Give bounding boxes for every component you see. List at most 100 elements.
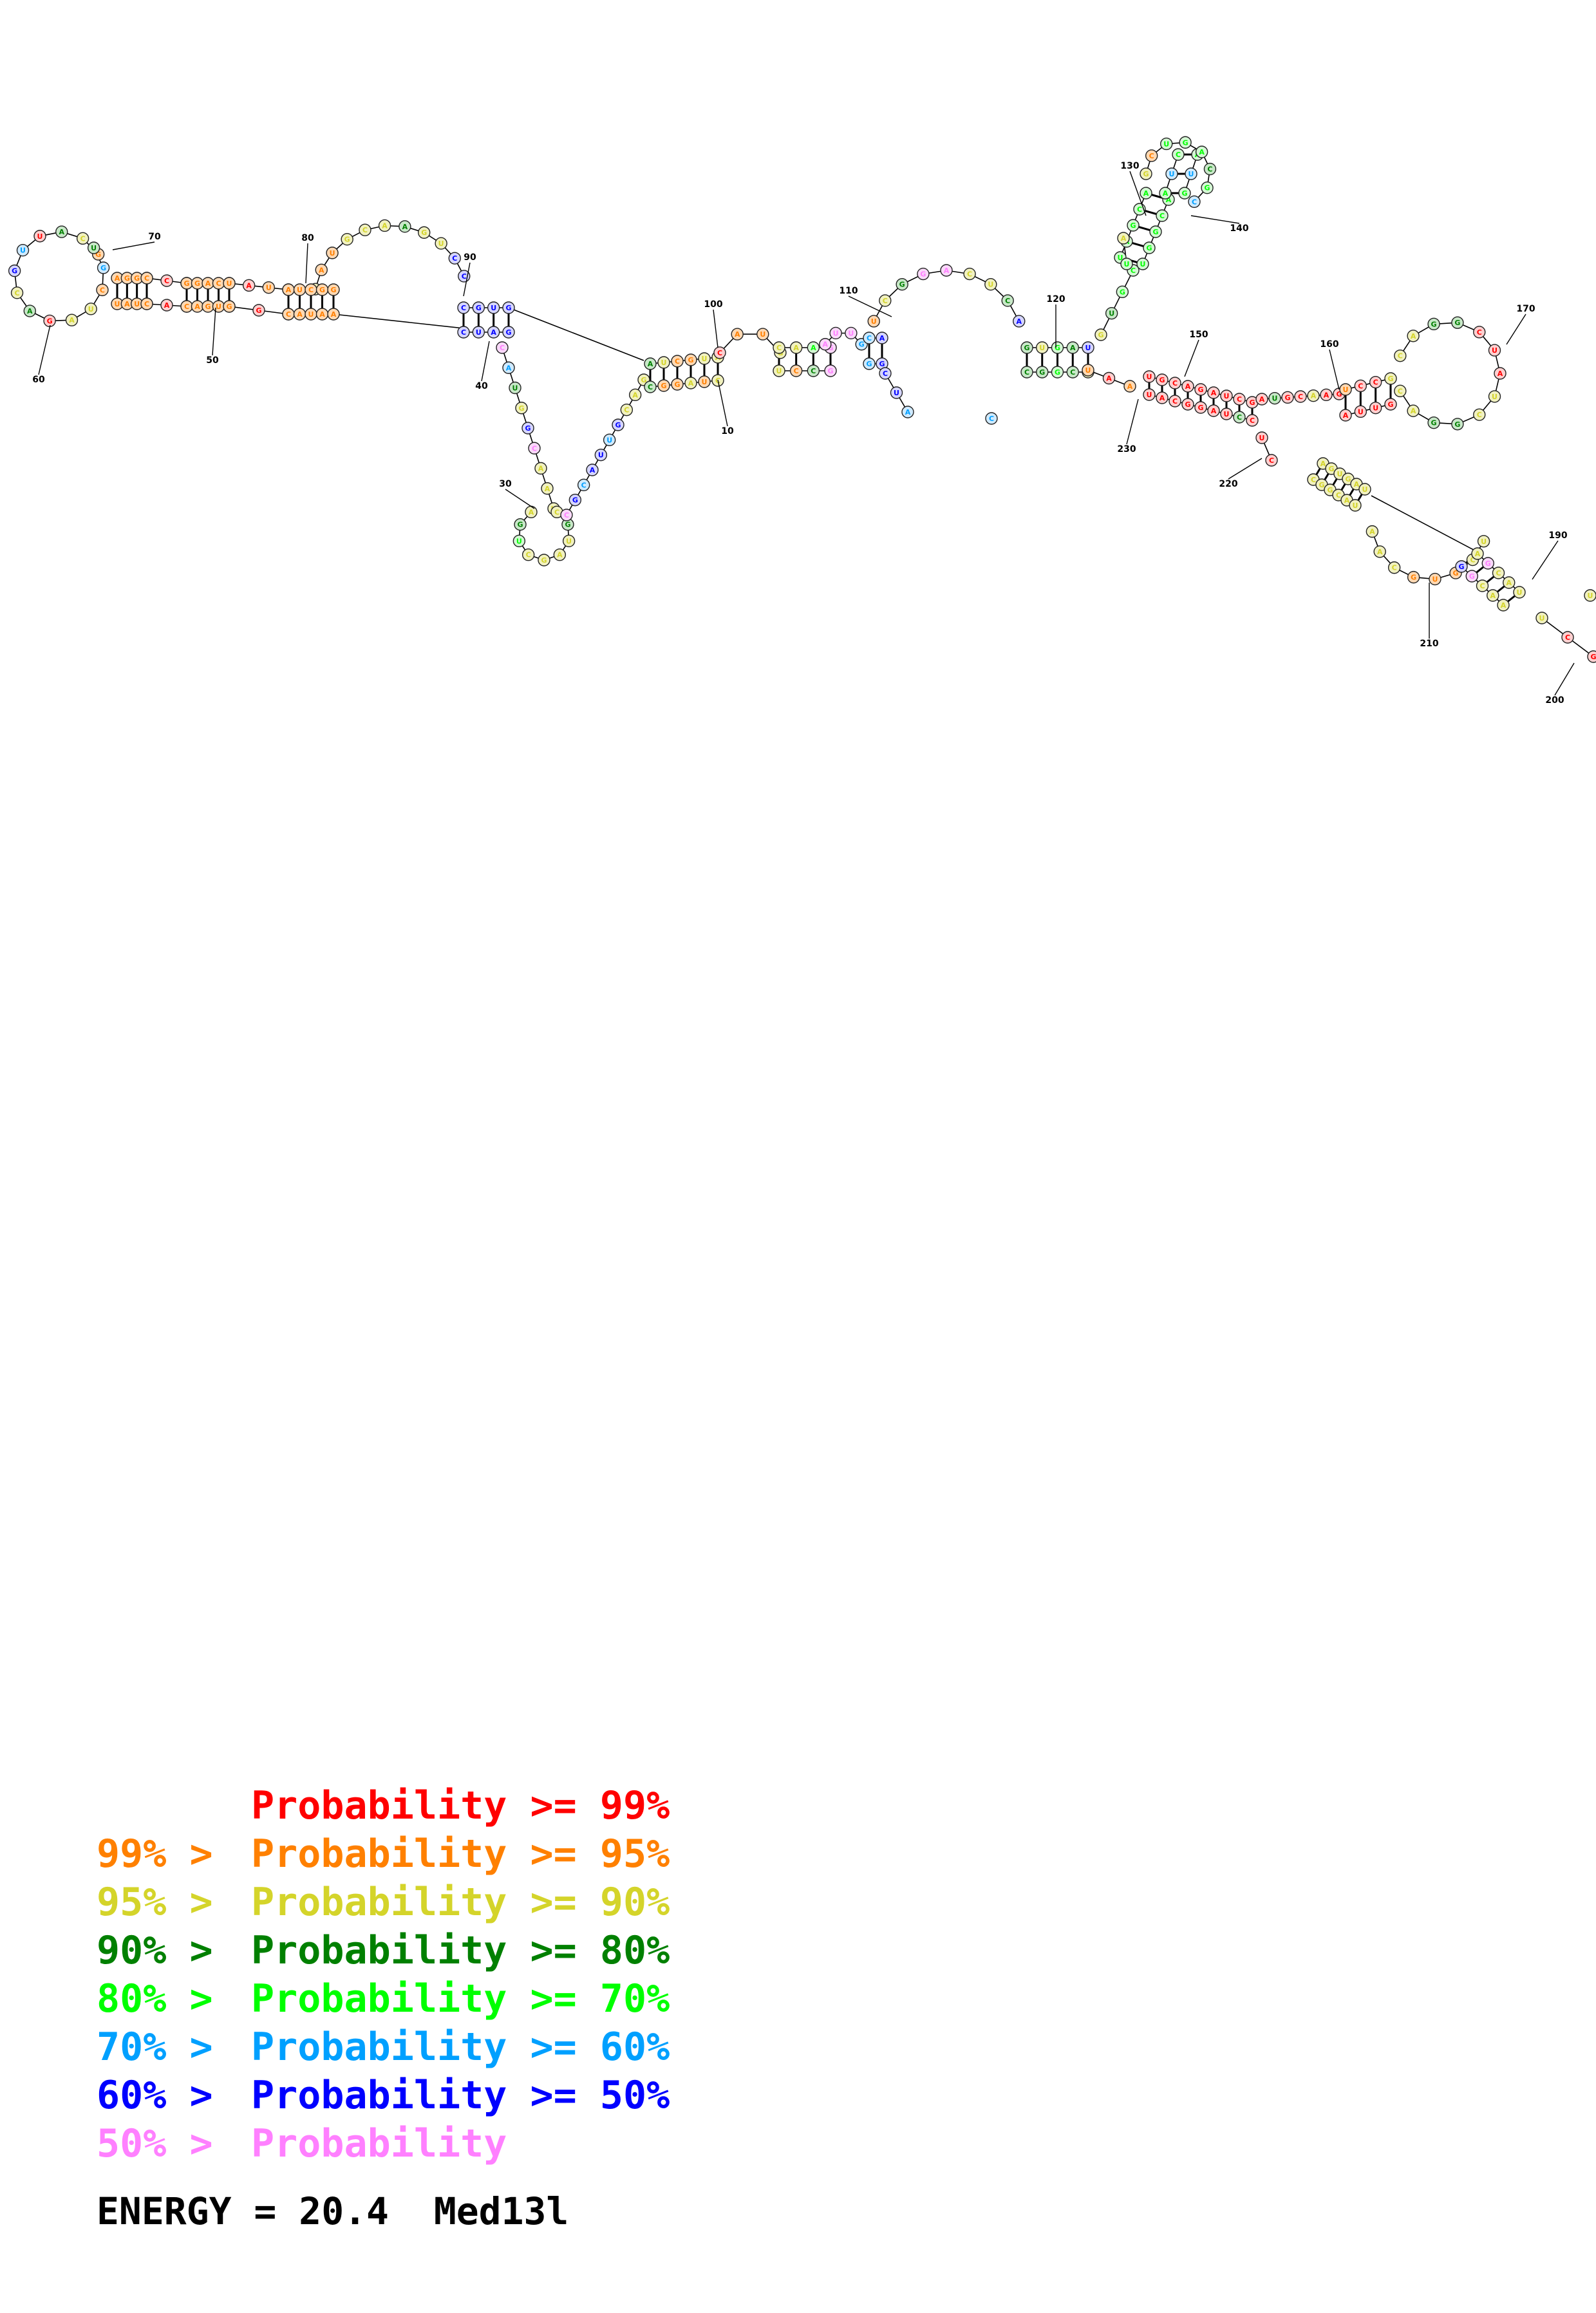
nucleotide-letter: G xyxy=(1130,221,1136,230)
nucleotide-letter: U xyxy=(491,304,496,312)
backbone-segment xyxy=(1345,404,1391,416)
nucleotide-letter: A xyxy=(124,300,130,308)
nucleotide-letter: U xyxy=(330,249,335,258)
nucleotide-letter: A xyxy=(1143,189,1149,198)
nucleotide-letter: C xyxy=(1024,368,1029,377)
nucleotide xyxy=(1369,375,1382,389)
nucleotide xyxy=(76,232,89,245)
nucleotide xyxy=(1136,258,1149,270)
nucleotide-letter: U xyxy=(216,303,221,311)
nucleotide-letter: U xyxy=(760,330,765,339)
position-label: 60 xyxy=(32,375,45,385)
nucleotide xyxy=(1373,545,1386,558)
nucleotide-letter: A xyxy=(1344,496,1350,505)
nucleotide xyxy=(538,554,550,567)
nucleotide xyxy=(731,328,744,341)
nucleotide-letter: G xyxy=(1024,344,1029,352)
position-tick xyxy=(713,309,718,348)
nucleotide-letter: A xyxy=(879,334,885,342)
nucleotide-letter: C xyxy=(1172,397,1178,406)
legend-row: 80% > Probability >= 70% xyxy=(97,1975,740,2023)
nucleotide xyxy=(940,264,953,277)
nucleotide-letter: G xyxy=(572,496,578,505)
position-tick xyxy=(1506,314,1526,345)
nucleotide xyxy=(1220,407,1233,420)
nucleotide-letter: G xyxy=(319,286,325,294)
legend-row-left: 70% > xyxy=(97,2025,213,2070)
nucleotide xyxy=(1535,612,1548,624)
backbone-segment xyxy=(315,225,465,290)
nucleotide-letter: U xyxy=(598,451,604,460)
nucleotide xyxy=(586,464,599,476)
position-tick xyxy=(112,241,155,250)
nucleotide-letter: G xyxy=(421,229,427,237)
nucleotide xyxy=(896,278,908,291)
nucleotide xyxy=(502,301,515,314)
nucleotide xyxy=(487,326,500,339)
nucleotide xyxy=(1051,341,1064,354)
nucleotide xyxy=(1476,579,1489,592)
nucleotide xyxy=(1561,631,1574,644)
nucleotide-letter: U xyxy=(702,355,708,363)
nucleotide-letter: U xyxy=(1481,538,1487,546)
nucleotide xyxy=(33,230,46,243)
nucleotide-letter: G xyxy=(1319,481,1324,489)
legend-row-right: Probability >= 50% xyxy=(251,2073,670,2118)
nucleotide-letter: G xyxy=(1411,574,1416,582)
nucleotide xyxy=(1020,366,1033,379)
nucleotide-letter: G xyxy=(866,360,872,368)
nucleotide-letter: A xyxy=(1497,370,1503,378)
nucleotide-letter: A xyxy=(1127,382,1133,391)
backbone-segment xyxy=(719,333,781,353)
nucleotide xyxy=(1451,316,1464,329)
position-tick xyxy=(505,489,535,509)
nucleotide-letter: G xyxy=(134,274,140,283)
nucleotide xyxy=(713,346,726,359)
nucleotide xyxy=(23,304,36,317)
nucleotide-letter: G xyxy=(859,341,865,349)
nucleotide xyxy=(448,252,461,265)
nucleotide-letter: A xyxy=(1121,234,1127,243)
nucleotide-letter: A xyxy=(529,508,534,516)
position-tick xyxy=(463,262,471,297)
nucleotide-letter: G xyxy=(124,274,130,283)
nucleotide xyxy=(140,297,153,310)
nucleotide-letter: A xyxy=(590,466,596,474)
nucleotide xyxy=(829,326,842,340)
nucleotide xyxy=(773,364,785,377)
nucleotide-letter: U xyxy=(1362,485,1368,494)
nucleotide-letter: U xyxy=(1224,392,1230,400)
legend-row-left: 99% > xyxy=(97,1831,213,1877)
nucleotide-letter: C xyxy=(867,334,872,342)
nucleotide-letter: U xyxy=(1517,588,1523,597)
nucleotide xyxy=(1233,393,1246,406)
nucleotide xyxy=(1181,398,1194,411)
position-label: 210 xyxy=(1420,639,1438,649)
nucleotide-letter: U xyxy=(1432,576,1438,584)
nucleotide-letter: C xyxy=(675,357,680,366)
nucleotide xyxy=(807,364,820,377)
position-tick xyxy=(305,243,308,284)
nucleotide-letter: U xyxy=(1188,170,1194,178)
nucleotide-letter: U xyxy=(1140,260,1146,268)
nucleotide xyxy=(1477,535,1490,548)
nucleotide-letter: U xyxy=(512,384,518,393)
backbone-segment xyxy=(333,314,464,329)
nucleotide-letter: A xyxy=(793,344,799,352)
position-label: 100 xyxy=(704,299,722,310)
nucleotide-letter: G xyxy=(827,367,833,375)
nucleotide-letter: A xyxy=(1475,550,1481,558)
nucleotide-letter: G xyxy=(1336,390,1342,398)
nucleotide-letter: G xyxy=(565,521,570,529)
nucleotide-letter: G xyxy=(1159,376,1165,384)
position-tick xyxy=(38,324,51,375)
nucleotide-letter: G xyxy=(1328,465,1334,473)
backbone-segment xyxy=(1371,495,1481,554)
nucleotide xyxy=(1094,328,1107,341)
nucleotide-letter: U xyxy=(566,537,572,545)
nucleotide-letter: U xyxy=(1109,310,1114,318)
nucleotide xyxy=(418,226,431,239)
nucleotide xyxy=(1584,589,1596,602)
legend-row-right: Probability >= 60% xyxy=(251,2025,670,2070)
nucleotide xyxy=(1127,219,1140,232)
